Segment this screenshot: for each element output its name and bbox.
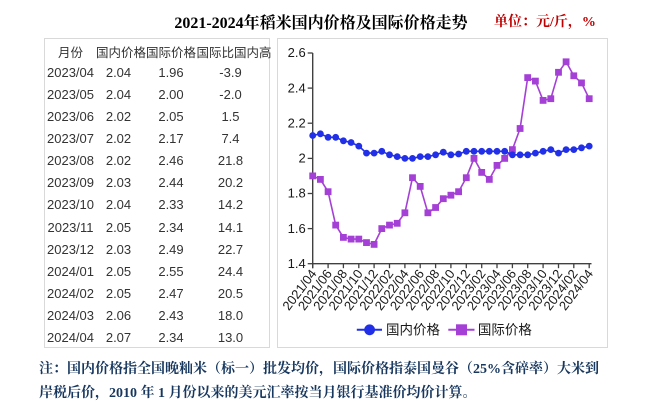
svg-text:1.4: 1.4: [288, 256, 306, 271]
svg-text:2.2: 2.2: [288, 115, 306, 130]
svg-text:1.8: 1.8: [288, 186, 306, 201]
svg-text:2.6: 2.6: [288, 45, 306, 60]
svg-text:国内价格: 国内价格: [386, 323, 440, 338]
svg-text:1.6: 1.6: [288, 221, 306, 236]
svg-text:2: 2: [298, 151, 305, 166]
svg-text:国际价格: 国际价格: [478, 323, 532, 338]
svg-text:2.4: 2.4: [288, 80, 306, 95]
